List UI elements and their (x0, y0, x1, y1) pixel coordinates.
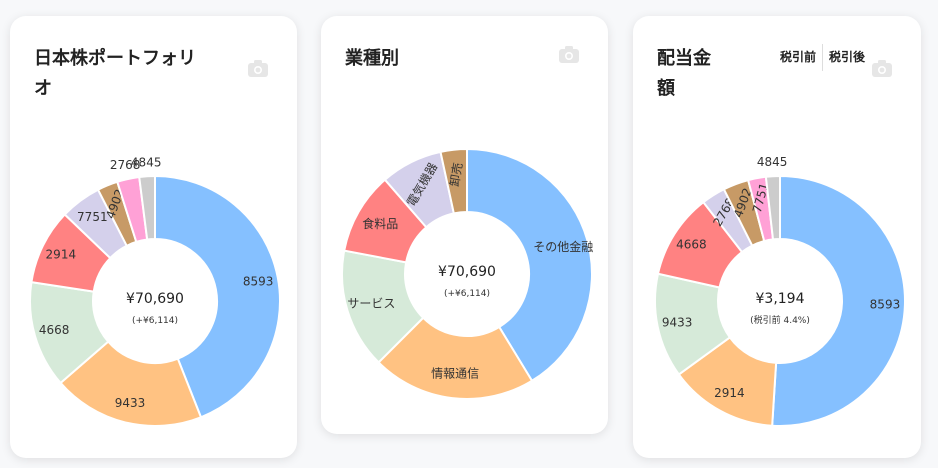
after-tax-button[interactable]: 税引後 (828, 50, 865, 64)
slice-label: 4668 (39, 323, 70, 337)
slice-4845[interactable] (138, 174, 156, 241)
slice-9433[interactable] (59, 340, 203, 427)
card-title: 業種別 (345, 48, 399, 69)
center-subtext: (税引前 4.4%) (750, 314, 810, 326)
camera-icon[interactable] (247, 58, 269, 78)
slice-label: サービス (347, 296, 395, 310)
portfolio-card: 日本株ポートフォリオ 8593 9433 4668 2914 7751 4902 2768 4… (10, 16, 297, 458)
portfolio-donut-chart: 85939433466829147751490227684845¥70,690(… (29, 155, 281, 427)
dividend-donut-chart: 85932914943346682768490277514845¥3,194(税… (654, 155, 907, 427)
slice-label: 2914 (714, 386, 745, 400)
slice-label: 4845 (131, 155, 162, 169)
before-tax-button[interactable]: 税引前 (779, 50, 816, 64)
slice-label: 食料品 (362, 216, 398, 231)
slice-8593[interactable] (154, 174, 281, 419)
slice-label: 8593 (870, 297, 901, 311)
center-total: ¥70,690 (438, 264, 496, 280)
toggle-divider (822, 44, 823, 71)
center-total: ¥70,690 (126, 291, 184, 307)
center-total: ¥3,194 (756, 291, 805, 307)
slice-その他金融[interactable] (466, 147, 593, 383)
slice-label: 2914 (46, 248, 77, 262)
slice-label: 7751 (77, 210, 108, 224)
slice-label: 9433 (115, 396, 146, 410)
slice-label: 8593 (243, 274, 274, 288)
card-title: 日本株ポートフォリオ (34, 48, 196, 99)
center-subtext: (+¥6,114) (132, 316, 178, 326)
slice-label: 情報通信 (431, 366, 479, 380)
slice-label: 4668 (676, 238, 707, 252)
slice-label: その他金融 (533, 239, 593, 254)
camera-icon[interactable] (871, 58, 893, 78)
slice-label: 卸売 (446, 161, 465, 187)
slice-情報通信[interactable] (377, 316, 534, 400)
camera-icon[interactable] (558, 44, 580, 64)
tax-toggle: 税引前 税引後 (775, 44, 870, 71)
slice-卸売[interactable] (439, 147, 468, 215)
card-title: 配当金額 (657, 48, 711, 99)
dividend-card: 配当金額 税引前 税引後 8593 2914 9433 4668 2768 4902 775… (633, 16, 921, 458)
slice-8593[interactable] (771, 174, 907, 427)
slice-label: 2768 (110, 158, 141, 172)
center-subtext: (+¥6,114) (444, 289, 490, 299)
sector-card: 業種別 その他金融 情報通信 サービス 食料品 電気機器 卸売 ¥70,690 (+¥6,11… (321, 16, 608, 434)
slice-label: 9433 (662, 315, 693, 329)
slice-4845[interactable] (764, 174, 781, 241)
slice-label: 4845 (757, 155, 788, 169)
